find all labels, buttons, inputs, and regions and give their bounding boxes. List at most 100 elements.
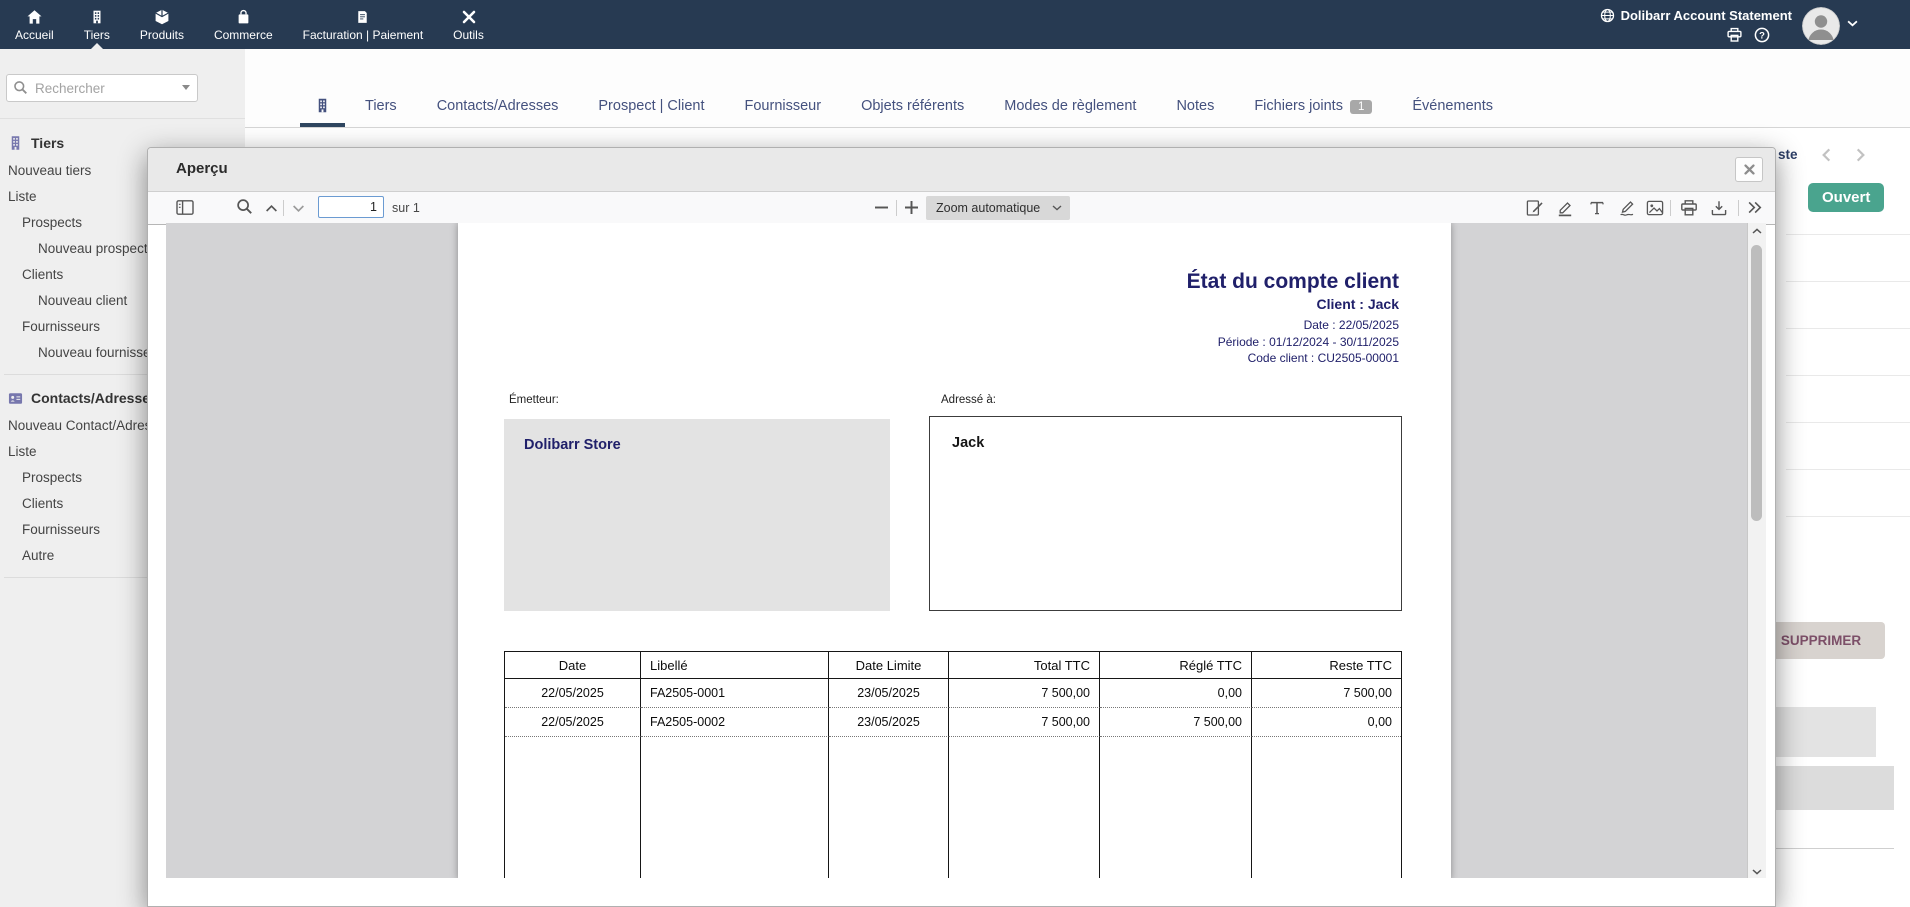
signature-tool-icon[interactable]	[1526, 199, 1544, 217]
tab-card-icon[interactable]	[300, 97, 345, 127]
sidebar-section-contacts: Contacts/Adresses	[0, 384, 245, 412]
row-separator	[1786, 328, 1910, 329]
toolbar-separator	[1670, 200, 1671, 216]
close-icon[interactable]	[1735, 157, 1763, 182]
viewer-scrollbar[interactable]	[1747, 223, 1766, 880]
tab-tiers[interactable]: Tiers	[365, 98, 397, 114]
document-period-line: Période : 01/12/2024 - 30/11/2025	[1217, 334, 1399, 349]
background-block	[1776, 766, 1894, 810]
col-header: Libellé	[641, 652, 829, 679]
scroll-up-icon[interactable]	[1752, 228, 1762, 234]
tab-notes[interactable]: Notes	[1176, 98, 1215, 114]
search-icon[interactable]	[236, 198, 253, 215]
nav-item-accueil[interactable]: Accueil	[0, 0, 69, 49]
sidebar-item-liste-contacts[interactable]: Liste	[8, 443, 37, 459]
sidebar-item-prospects[interactable]: Prospects	[22, 214, 83, 230]
zoom-in-icon[interactable]	[905, 201, 918, 214]
sidebar-item-clients[interactable]: Clients	[22, 266, 64, 282]
page-number-input[interactable]	[318, 196, 384, 218]
list-breadcrumb-partial[interactable]: ste	[1778, 147, 1798, 162]
search-input[interactable]	[33, 76, 167, 100]
col-header: Date Limite	[829, 652, 949, 679]
help-icon[interactable]: ?	[1754, 27, 1770, 43]
sidebar-toggle-icon[interactable]	[176, 199, 194, 216]
sidebar-item-nouveau-fournisseur[interactable]: Nouveau fournisseur	[38, 344, 163, 360]
building-icon	[90, 8, 104, 25]
nav-item-produits[interactable]: Produits	[125, 0, 199, 49]
highlight-tool-icon[interactable]	[1556, 199, 1574, 217]
emitter-box: Dolibarr Store	[504, 419, 890, 611]
nav-item-commerce[interactable]: Commerce	[199, 0, 288, 49]
find-previous-icon[interactable]	[265, 204, 278, 213]
print-icon[interactable]	[1726, 27, 1743, 43]
tab-objets-referents[interactable]: Objets référents	[861, 98, 965, 114]
table-cell: 0,00	[1100, 679, 1252, 708]
row-separator	[1786, 375, 1910, 376]
active-nav-caret	[90, 43, 103, 49]
tab-fournisseur[interactable]: Fournisseur	[744, 98, 822, 114]
zoom-out-icon[interactable]	[875, 206, 888, 209]
pdf-viewer: État du compte client Client : Jack Date…	[166, 223, 1766, 880]
row-separator	[1786, 234, 1910, 235]
table-filler-cell	[505, 737, 641, 879]
nav-item-outils[interactable]: Outils	[438, 0, 499, 49]
tab-fichiers-joints[interactable]: Fichiers joints 1	[1234, 98, 1392, 127]
row-separator	[1786, 469, 1910, 470]
tab-evenements[interactable]: Événements	[1412, 98, 1493, 114]
company-menu[interactable]: Dolibarr Account Statement	[1600, 8, 1792, 23]
previous-record-icon[interactable]	[1822, 148, 1831, 162]
tab-contacts-adresses[interactable]: Contacts/Adresses	[436, 98, 559, 114]
background-block	[1776, 707, 1876, 757]
caret-down-icon[interactable]	[182, 85, 190, 90]
sidebar-item-nouveau-contact[interactable]: Nouveau Contact/Adresse	[8, 417, 166, 433]
nav-item-facturation[interactable]: Facturation | Paiement	[288, 0, 439, 49]
nav-item-label: Tiers	[83, 27, 110, 42]
table-cell: 0,00	[1252, 708, 1401, 737]
scroll-down-icon[interactable]	[1752, 869, 1762, 875]
next-record-icon[interactable]	[1856, 148, 1865, 162]
scrollbar-thumb[interactable]	[1751, 245, 1762, 521]
table-cell: 7 500,00	[949, 679, 1100, 708]
nav-item-tiers[interactable]: Tiers	[69, 0, 125, 49]
table-filler-cell	[829, 737, 949, 879]
print-icon[interactable]	[1680, 199, 1698, 217]
tab-prospect-client[interactable]: Prospect | Client	[598, 98, 705, 114]
emitter-name: Dolibarr Store	[524, 437, 621, 453]
row-separator	[1786, 516, 1910, 517]
table-cell: 23/05/2025	[829, 708, 949, 737]
sidebar-item-contacts-prospects[interactable]: Prospects	[22, 469, 83, 485]
contact-card-icon	[8, 391, 23, 406]
table-filler-cell	[1100, 737, 1252, 879]
modal-footer	[148, 878, 1775, 906]
col-header: Reste TTC	[1252, 652, 1401, 679]
statement-table: Date Libellé Date Limite Total TTC Réglé…	[504, 651, 1402, 880]
sidebar-item-liste[interactable]: Liste	[8, 188, 37, 204]
sidebar-menu: Tiers Nouveau tiers Liste Prospects Nouv…	[0, 118, 245, 578]
chevron-down-icon[interactable]	[1847, 20, 1858, 27]
image-tool-icon[interactable]	[1646, 199, 1664, 217]
sidebar-item-nouveau-tiers[interactable]: Nouveau tiers	[8, 162, 92, 178]
pdf-page: État du compte client Client : Jack Date…	[458, 223, 1451, 880]
more-tools-icon[interactable]	[1747, 201, 1762, 214]
quick-icons: ?	[1726, 27, 1770, 43]
sidebar-item-fournisseurs[interactable]: Fournisseurs	[22, 318, 101, 334]
nav-item-label: Produits	[139, 27, 184, 42]
avatar[interactable]	[1802, 7, 1840, 45]
sidebar-item-contacts-autre[interactable]: Autre	[22, 547, 55, 563]
find-next-icon[interactable]	[292, 204, 305, 213]
sidebar-item-nouveau-prospect[interactable]: Nouveau prospect	[38, 240, 148, 256]
sidebar-item-contacts-clients[interactable]: Clients	[22, 495, 64, 511]
home-icon	[26, 8, 43, 25]
draw-tool-icon[interactable]	[1618, 199, 1636, 217]
building-icon	[8, 135, 23, 151]
delete-button[interactable]: SUPPRIMER	[1757, 622, 1885, 659]
sidebar-item-contacts-fournisseurs[interactable]: Fournisseurs	[22, 521, 101, 537]
document-date-line: Date : 22/05/2025	[1303, 318, 1399, 332]
toolbar-separator	[1738, 200, 1739, 216]
tab-modes-reglement[interactable]: Modes de règlement	[1004, 98, 1137, 114]
text-tool-icon[interactable]	[1588, 199, 1606, 217]
zoom-select[interactable]: Zoom automatique	[926, 196, 1070, 220]
download-icon[interactable]	[1710, 199, 1728, 217]
sidebar-item-nouveau-client[interactable]: Nouveau client	[38, 292, 128, 308]
table-cell: 7 500,00	[1100, 708, 1252, 737]
